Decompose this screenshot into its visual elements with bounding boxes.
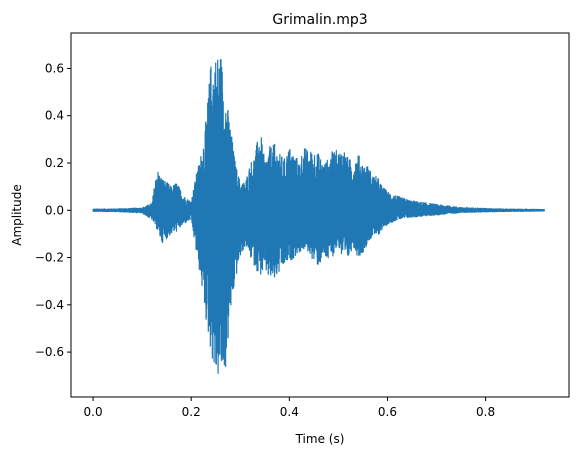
x-tick-label: 0.2 — [182, 405, 201, 419]
y-tick-label: 0.0 — [45, 203, 64, 217]
waveform-series — [92, 58, 546, 374]
x-axis-label: Time (s) — [295, 432, 345, 446]
y-tick-label: −0.2 — [35, 251, 64, 265]
y-axis-label: Amplitude — [10, 184, 24, 246]
x-tick-label: 0.4 — [280, 405, 299, 419]
x-tick-label: 0.8 — [476, 405, 495, 419]
x-tick-label: 0.6 — [378, 405, 397, 419]
y-axis: −0.6 −0.4 −0.2 0.0 0.2 0.4 0.6 — [35, 61, 71, 359]
x-tick-label: 0.0 — [84, 405, 103, 419]
y-tick-label: 0.4 — [45, 109, 64, 123]
plot-frame — [70, 32, 570, 398]
x-axis: 0.0 0.2 0.4 0.6 0.8 — [84, 397, 495, 419]
y-tick-label: 0.2 — [45, 156, 64, 170]
plot-area — [92, 58, 546, 374]
y-tick-label: 0.6 — [45, 61, 64, 75]
chart-title: Grimalin.mp3 — [272, 12, 367, 28]
y-tick-label: −0.6 — [35, 345, 64, 359]
waveform-line — [92, 58, 546, 374]
y-tick-label: −0.4 — [35, 298, 64, 312]
